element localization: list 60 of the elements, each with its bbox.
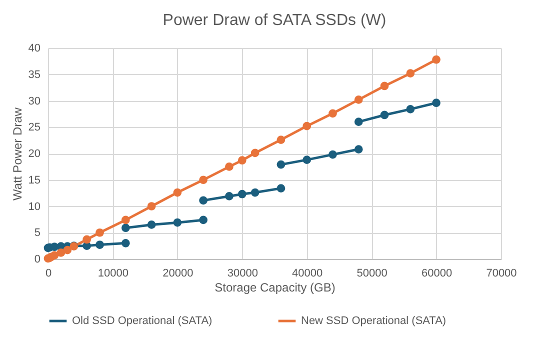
- point: [276, 136, 286, 144]
- y-tick-label: 10: [28, 200, 40, 213]
- y-tick-label: 20: [28, 148, 40, 160]
- legend-label: Old SSD Operational (SATA): [72, 315, 212, 327]
- point: [96, 240, 104, 249]
- y-tick-label: 35: [28, 68, 40, 81]
- point: [328, 109, 337, 118]
- x-tick-label: 20000: [162, 268, 194, 280]
- point: [199, 216, 208, 224]
- point: [406, 105, 415, 114]
- point: [238, 156, 246, 165]
- y-tick-label: 0: [34, 254, 40, 266]
- point: [121, 216, 130, 224]
- point: [173, 188, 182, 197]
- point: [173, 218, 182, 227]
- point: [121, 239, 130, 248]
- x-tick-label: 40000: [292, 268, 323, 280]
- x-tick-label: 70000: [486, 268, 517, 280]
- x-axis-title: Storage Capacity (GB): [214, 280, 336, 294]
- point: [225, 192, 234, 200]
- point: [225, 162, 234, 171]
- point: [250, 188, 260, 197]
- point: [82, 235, 92, 244]
- x-tick-label: 0: [45, 268, 52, 280]
- point: [276, 184, 286, 192]
- point: [380, 110, 389, 120]
- legend-label: New SSD Operational (SATA): [301, 315, 446, 327]
- point: [406, 69, 415, 78]
- point: [96, 228, 104, 237]
- point: [238, 190, 246, 198]
- point: [147, 220, 156, 229]
- y-tick-label: 30: [28, 95, 40, 108]
- y-tick-label: 5: [34, 227, 40, 240]
- point: [121, 224, 130, 232]
- point: [50, 251, 59, 260]
- point: [354, 118, 363, 126]
- chart-title: Power Draw of SATA SSDs (W): [162, 12, 386, 29]
- x-tick-label: 50000: [356, 268, 388, 280]
- point: [250, 148, 260, 158]
- y-tick-label: 40: [28, 42, 40, 54]
- x-tick-label: 30000: [227, 268, 258, 280]
- point: [380, 82, 389, 90]
- point: [432, 98, 440, 108]
- point: [147, 202, 156, 210]
- point: [432, 55, 440, 64]
- point: [199, 176, 208, 184]
- point: [328, 150, 337, 159]
- point: [302, 156, 312, 164]
- point: [354, 145, 363, 154]
- point: [56, 248, 66, 257]
- x-tick-label: 10000: [98, 268, 129, 280]
- y-tick-label: 15: [28, 174, 40, 186]
- point: [302, 122, 312, 130]
- y-tick-label: 25: [28, 122, 40, 134]
- x-tick-label: 60000: [421, 268, 452, 280]
- point: [354, 96, 363, 104]
- point: [199, 196, 208, 205]
- y-axis-title: Watt Power Draw: [10, 107, 24, 200]
- point: [63, 246, 72, 254]
- point: [276, 160, 286, 169]
